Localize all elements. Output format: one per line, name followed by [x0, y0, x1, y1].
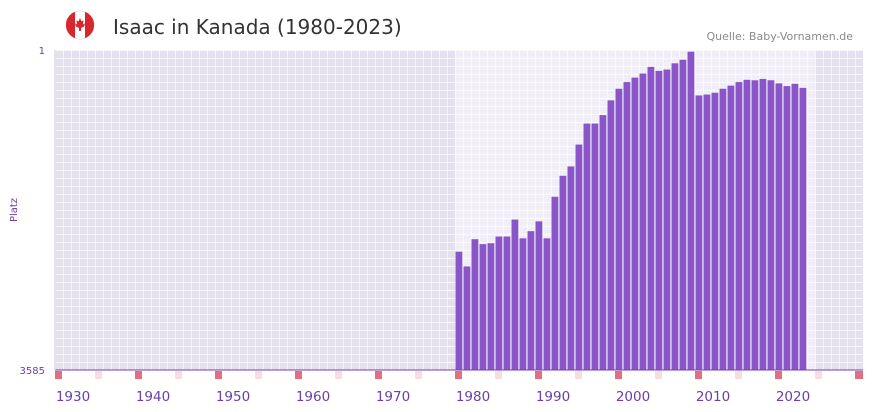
bar	[719, 88, 727, 370]
bar	[671, 63, 679, 371]
bar	[791, 83, 799, 370]
bar	[687, 51, 695, 370]
tick-mark	[215, 371, 222, 379]
bar	[647, 66, 655, 370]
bar	[455, 251, 463, 370]
bar	[487, 243, 495, 370]
bar	[503, 236, 511, 370]
bar	[631, 77, 639, 370]
bar	[743, 79, 751, 371]
bar	[551, 196, 559, 370]
canada-flag-icon	[65, 10, 95, 40]
bar	[639, 73, 647, 371]
x-tick-labels: 1930 1940 1950 1960 1970 1980 1990 2000 2010 2020	[56, 389, 810, 405]
bar	[607, 100, 615, 370]
bar	[751, 80, 759, 371]
tick-mark-minor	[415, 371, 422, 379]
x-tick-label: 2000	[616, 389, 650, 405]
bar	[775, 83, 783, 371]
bar	[679, 59, 687, 370]
chart-title: Isaac in Kanada (1980-2023)	[113, 15, 402, 39]
bar	[703, 94, 711, 370]
x-tick-label: 1940	[136, 389, 170, 405]
bar	[735, 82, 743, 370]
bar-series	[455, 51, 807, 371]
tick-mark-minor	[495, 371, 502, 379]
x-tick-label: 1980	[456, 389, 490, 405]
tick-mark-minor	[735, 371, 742, 379]
bar	[767, 80, 775, 371]
x-tick-label: 1990	[536, 389, 570, 405]
bar	[479, 244, 487, 370]
bar	[543, 238, 551, 370]
tick-mark	[775, 371, 782, 379]
bar	[663, 69, 671, 370]
tick-mark	[535, 371, 542, 379]
tick-mark	[135, 371, 142, 379]
bar	[783, 86, 791, 371]
tick-mark-minor	[575, 371, 582, 379]
bar	[463, 266, 471, 370]
tick-mark-minor	[655, 371, 662, 379]
x-tick-label: 1960	[296, 389, 330, 405]
tick-mark-end	[856, 371, 863, 379]
bar	[759, 78, 767, 370]
bar	[527, 231, 535, 370]
bar	[599, 115, 607, 370]
tick-mark	[295, 371, 302, 379]
bar	[591, 123, 599, 370]
bar	[575, 144, 583, 370]
x-tick-label: 1950	[216, 389, 250, 405]
bar	[511, 219, 519, 370]
bar	[495, 236, 503, 370]
bar	[711, 92, 719, 371]
bar	[567, 166, 575, 370]
tick-mark	[375, 371, 382, 379]
y-axis-label: Platz	[9, 198, 20, 222]
tick-mark-minor	[815, 371, 822, 379]
bar	[471, 239, 479, 370]
x-tick-label: 1930	[56, 389, 90, 405]
bar	[727, 85, 735, 370]
x-tick-label: 1970	[376, 389, 410, 405]
tick-mark	[455, 371, 462, 379]
bar	[583, 123, 591, 370]
bar	[623, 82, 631, 370]
tick-mark	[695, 371, 702, 379]
tick-mark-minor	[255, 371, 262, 379]
bar	[615, 88, 623, 370]
bar	[695, 95, 703, 371]
y-tick-label-bottom: 3585	[20, 366, 45, 377]
bar	[799, 87, 807, 370]
tick-mark-minor	[335, 371, 342, 379]
tick-mark	[55, 371, 62, 379]
tick-mark	[615, 371, 622, 379]
tick-mark-minor	[95, 371, 102, 379]
x-tick-label: 2010	[696, 389, 730, 405]
bar	[559, 175, 567, 370]
y-tick-label-top: 1	[39, 46, 45, 57]
x-tick-marks	[55, 371, 863, 379]
x-tick-label: 2020	[776, 389, 810, 405]
bar	[519, 238, 527, 370]
tick-mark-minor	[175, 371, 182, 379]
bar	[655, 70, 663, 371]
bar	[535, 221, 543, 370]
source-credit: Quelle: Baby-Vornamen.de	[706, 30, 853, 43]
